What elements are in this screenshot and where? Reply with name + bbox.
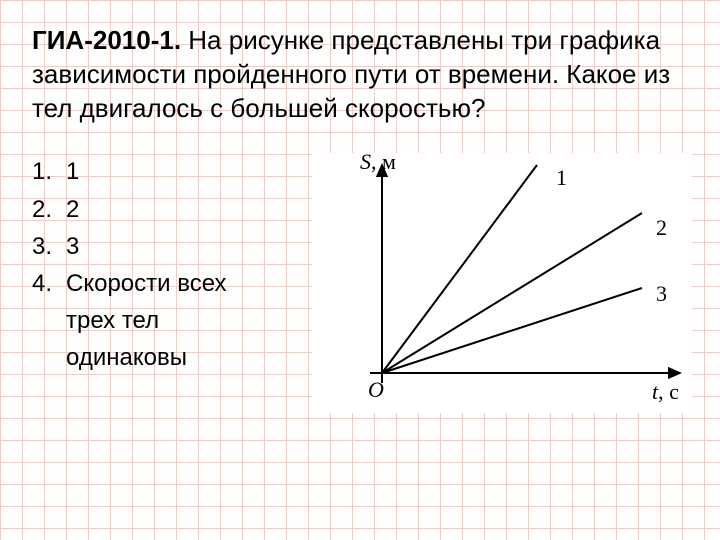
answer-text: 2 [66,191,282,228]
answer-item: 3. 3 [32,228,282,265]
y-axis-label: S, м [360,149,396,175]
answer-item: 4. Скорости всех трех тел одинаковы [32,265,282,377]
origin-label: O [368,377,384,403]
line-label-1: 1 [556,165,567,191]
answer-item: 2. 2 [32,191,282,228]
answer-number: 3. [32,228,66,265]
answer-text: 1 [66,153,282,190]
answer-number: 1. [32,153,66,190]
chart-svg [312,153,692,413]
x-axis-label: t, с [652,379,679,405]
answer-number: 2. [32,191,66,228]
question-title: ГИА-2010-1. [32,25,181,55]
answer-item: 1. 1 [32,153,282,190]
question-text: ГИА-2010-1. На рисунке представлены три … [32,24,688,125]
bottom-section: 1. 1 2. 2 3. 3 4. Скорости всех трех тел… [32,153,688,413]
answers-list: 1. 1 2. 2 3. 3 4. Скорости всех трех тел… [32,153,282,376]
answer-number: 4. [32,265,66,302]
chart: S, м t, с O 1 2 3 [312,153,692,413]
answer-text: Скорости всех трех тел одинаковы [66,265,282,377]
line-label-3: 3 [656,281,667,307]
answer-text: 3 [66,228,282,265]
line-label-2: 2 [656,215,667,241]
